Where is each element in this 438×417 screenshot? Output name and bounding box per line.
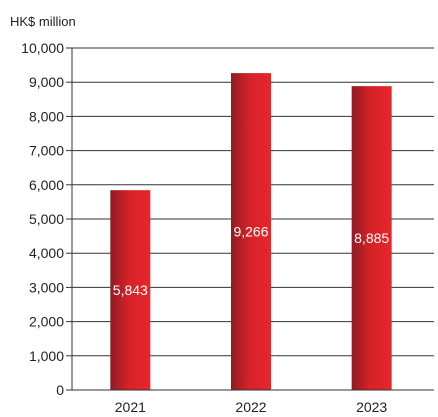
y-tick-label: 6,000 bbox=[29, 177, 64, 193]
x-tick-label: 2021 bbox=[115, 399, 146, 415]
bars: 5,843 9,266 8,885 bbox=[110, 73, 392, 391]
axes bbox=[71, 48, 434, 391]
y-tick-label: 4,000 bbox=[29, 245, 64, 261]
y-tick-label: 2,000 bbox=[29, 314, 64, 330]
bar-value-label: 5,843 bbox=[113, 282, 148, 298]
y-tick-label: 0 bbox=[56, 382, 64, 398]
bar-2023 bbox=[351, 86, 392, 391]
y-tick-label: 8,000 bbox=[29, 108, 64, 124]
x-tick-label: 2023 bbox=[356, 399, 387, 415]
bar-2022 bbox=[231, 73, 271, 391]
y-tick-label: 7,000 bbox=[29, 143, 64, 159]
y-axis-unit-label: HK$ million bbox=[10, 14, 76, 29]
x-tick-label: 2022 bbox=[235, 399, 266, 415]
y-axis-ticks: 0 1,000 2,000 3,000 4,000 5,000 6,000 7,000 8,00… bbox=[21, 40, 72, 398]
y-tick-label: 1,000 bbox=[29, 348, 64, 364]
y-tick-label: 9,000 bbox=[29, 74, 64, 90]
y-tick-label: 3,000 bbox=[29, 279, 64, 295]
y-tick-label: 10,000 bbox=[21, 40, 64, 56]
bar-value-label: 9,266 bbox=[233, 224, 268, 240]
bar-value-label: 8,885 bbox=[354, 230, 389, 246]
y-tick-label: 5,000 bbox=[29, 211, 64, 227]
x-axis-ticks: 2021 2022 2023 bbox=[115, 399, 388, 415]
bar-2021 bbox=[110, 190, 151, 390]
